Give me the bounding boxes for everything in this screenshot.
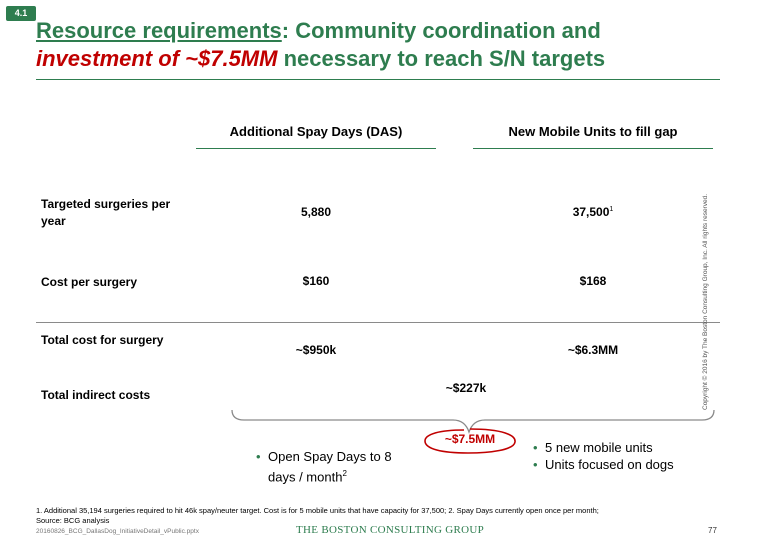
value-mobile-total: ~$6.3MM bbox=[567, 343, 619, 357]
section-badge: 4.1 bbox=[6, 6, 36, 21]
page-number: 77 bbox=[708, 526, 717, 535]
mobile-bullet-item: • Units focused on dogs bbox=[533, 456, 703, 473]
sum-brace bbox=[231, 409, 715, 435]
file-name: 20160826_BCG_DallasDog_InitiativeDetail_… bbox=[36, 528, 199, 535]
row-label-indirect: Total indirect costs bbox=[41, 388, 151, 402]
value-mobile-surgeries-number: 37,500 bbox=[572, 205, 610, 219]
footnotes: 1. Additional 35,194 surgeries required … bbox=[36, 506, 696, 526]
row-label-cost-per-surgery: Cost per surgery bbox=[41, 275, 138, 289]
title-part-1: Resource requirements bbox=[36, 18, 282, 43]
value-das-surgeries: 5,880 bbox=[300, 205, 332, 219]
mobile-bullet-text-2: Units focused on dogs bbox=[545, 457, 674, 472]
total-value: ~$7.5MM bbox=[444, 432, 496, 446]
copyright-notice: Copyright © 2016 by The Boston Consultin… bbox=[702, 193, 709, 410]
column-rule-mobile bbox=[473, 148, 713, 149]
source-text: Source: BCG analysis bbox=[36, 516, 110, 525]
bullet-glyph: • bbox=[533, 457, 538, 472]
title-part-3: investment of ~$7.5MM bbox=[36, 46, 278, 71]
footnote-text: 1. Additional 35,194 surgeries required … bbox=[36, 506, 599, 515]
value-indirect: ~$227k bbox=[445, 381, 487, 395]
brand-logo-text: THE BOSTON CONSULTING GROUP bbox=[296, 524, 485, 536]
title-rule bbox=[36, 79, 720, 80]
total-highlight-oval bbox=[424, 428, 516, 454]
row-label-total-cost: Total cost for surgery bbox=[41, 333, 164, 347]
column-header-mobile: New Mobile Units to fill gap bbox=[508, 124, 678, 139]
bullet-glyph: • bbox=[256, 449, 261, 464]
value-mobile-cost: $168 bbox=[579, 274, 607, 288]
bullet-glyph: • bbox=[533, 440, 538, 455]
title-part-4: necessary to reach S/N targets bbox=[277, 46, 606, 71]
mobile-bullets: • 5 new mobile units • Units focused on do… bbox=[533, 439, 703, 473]
title-part-2: : Community coordination and bbox=[281, 18, 601, 43]
column-header-das: Additional Spay Days (DAS) bbox=[229, 124, 403, 139]
row-separator bbox=[36, 322, 720, 323]
mobile-bullet-item: • 5 new mobile units bbox=[533, 439, 703, 456]
column-rule-das bbox=[196, 148, 436, 149]
value-mobile-surgeries: 37,5001 bbox=[473, 205, 713, 219]
slide-title: Resource requirements: Community coordin… bbox=[36, 17, 696, 73]
footnote-ref-1: 1 bbox=[609, 206, 614, 213]
row-label-surgeries: Targeted surgeries per year bbox=[41, 197, 171, 228]
das-bullets: • Open Spay Days to 8 days / month2 bbox=[256, 448, 406, 485]
value-das-cost: $160 bbox=[302, 274, 330, 288]
footnote-ref-2: 2 bbox=[342, 469, 347, 478]
value-das-total: ~$950k bbox=[295, 343, 337, 357]
das-bullet-item: • Open Spay Days to 8 days / month2 bbox=[256, 448, 406, 485]
das-bullet-text: Open Spay Days to 8 days / month bbox=[268, 449, 392, 485]
mobile-bullet-text-1: 5 new mobile units bbox=[545, 440, 653, 455]
